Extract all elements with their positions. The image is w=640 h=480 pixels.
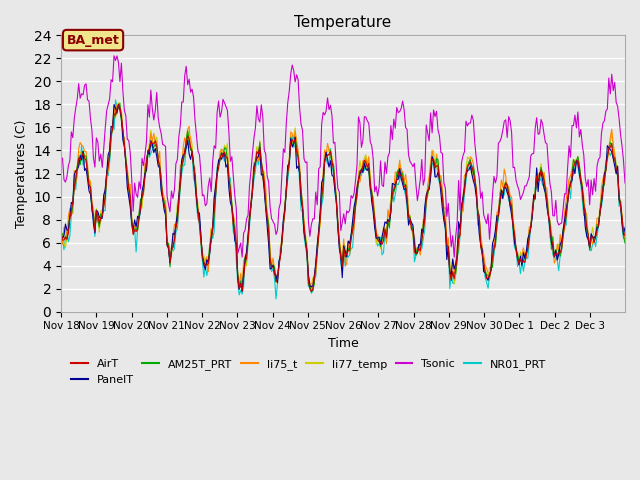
PanelT — [546, 226, 554, 231]
Line: PanelT: PanelT — [61, 105, 625, 291]
Line: AirT: AirT — [61, 105, 625, 292]
NR01_PRT — [620, 236, 627, 241]
li75_t — [94, 210, 102, 216]
NR01_PRT — [111, 97, 119, 103]
Text: BA_met: BA_met — [67, 34, 120, 47]
li77_temp — [306, 285, 314, 291]
li75_t — [76, 140, 84, 145]
AM25T_PRT — [620, 233, 627, 239]
AirT — [115, 102, 122, 108]
NR01_PRT — [272, 296, 280, 302]
AirT — [546, 222, 554, 228]
Legend: AirT, PanelT, AM25T_PRT, li75_t, li77_temp, Tsonic, NR01_PRT: AirT, PanelT, AM25T_PRT, li75_t, li77_te… — [67, 355, 550, 389]
Tsonic — [546, 180, 554, 186]
AM25T_PRT — [546, 218, 554, 224]
AM25T_PRT — [76, 162, 84, 168]
li77_temp — [462, 168, 470, 174]
AM25T_PRT — [462, 171, 470, 177]
li75_t — [113, 102, 121, 108]
Tsonic — [349, 195, 356, 201]
Tsonic — [94, 139, 102, 145]
li77_temp — [57, 225, 65, 230]
PanelT — [57, 233, 65, 239]
AM25T_PRT — [116, 100, 124, 106]
AirT — [94, 213, 102, 218]
Title: Temperature: Temperature — [294, 15, 392, 30]
AirT — [76, 157, 84, 163]
PanelT — [94, 209, 102, 215]
AirT — [57, 229, 65, 235]
NR01_PRT — [350, 224, 358, 230]
AM25T_PRT — [350, 214, 358, 219]
AirT — [350, 220, 358, 226]
NR01_PRT — [76, 161, 84, 167]
li75_t — [57, 229, 65, 235]
Y-axis label: Temperatures (C): Temperatures (C) — [15, 120, 28, 228]
Tsonic — [620, 158, 627, 164]
li77_temp — [620, 228, 627, 234]
PanelT — [621, 225, 629, 230]
Tsonic — [462, 118, 470, 124]
li77_temp — [350, 225, 358, 230]
AM25T_PRT — [307, 288, 315, 294]
li77_temp — [115, 100, 122, 106]
Line: AM25T_PRT: AM25T_PRT — [61, 103, 625, 291]
li75_t — [546, 217, 554, 223]
li77_temp — [94, 214, 102, 220]
NR01_PRT — [57, 244, 65, 250]
li75_t — [621, 239, 629, 244]
AirT — [621, 233, 629, 239]
Tsonic — [110, 53, 118, 59]
AM25T_PRT — [57, 231, 65, 237]
li75_t — [307, 286, 315, 291]
AirT — [307, 289, 315, 295]
PanelT — [350, 204, 358, 210]
li77_temp — [621, 233, 629, 239]
AM25T_PRT — [621, 240, 629, 246]
PanelT — [76, 153, 84, 158]
AM25T_PRT — [94, 217, 102, 223]
AirT — [620, 230, 627, 236]
li77_temp — [76, 149, 84, 155]
NR01_PRT — [94, 218, 102, 224]
PanelT — [115, 102, 122, 108]
X-axis label: Time: Time — [328, 337, 358, 350]
NR01_PRT — [462, 179, 470, 184]
Tsonic — [451, 254, 458, 260]
li75_t — [350, 227, 358, 232]
Line: Tsonic: Tsonic — [61, 56, 625, 257]
Line: li75_t: li75_t — [61, 105, 625, 288]
PanelT — [620, 232, 627, 238]
li75_t — [620, 229, 627, 235]
AirT — [462, 171, 470, 177]
NR01_PRT — [546, 234, 554, 240]
Line: NR01_PRT: NR01_PRT — [61, 100, 625, 299]
NR01_PRT — [621, 235, 629, 240]
li77_temp — [546, 225, 554, 230]
Tsonic — [621, 180, 629, 186]
Line: li77_temp: li77_temp — [61, 103, 625, 288]
PanelT — [462, 171, 470, 177]
PanelT — [238, 288, 246, 294]
Tsonic — [57, 159, 65, 165]
Tsonic — [76, 96, 84, 101]
li75_t — [462, 174, 470, 180]
